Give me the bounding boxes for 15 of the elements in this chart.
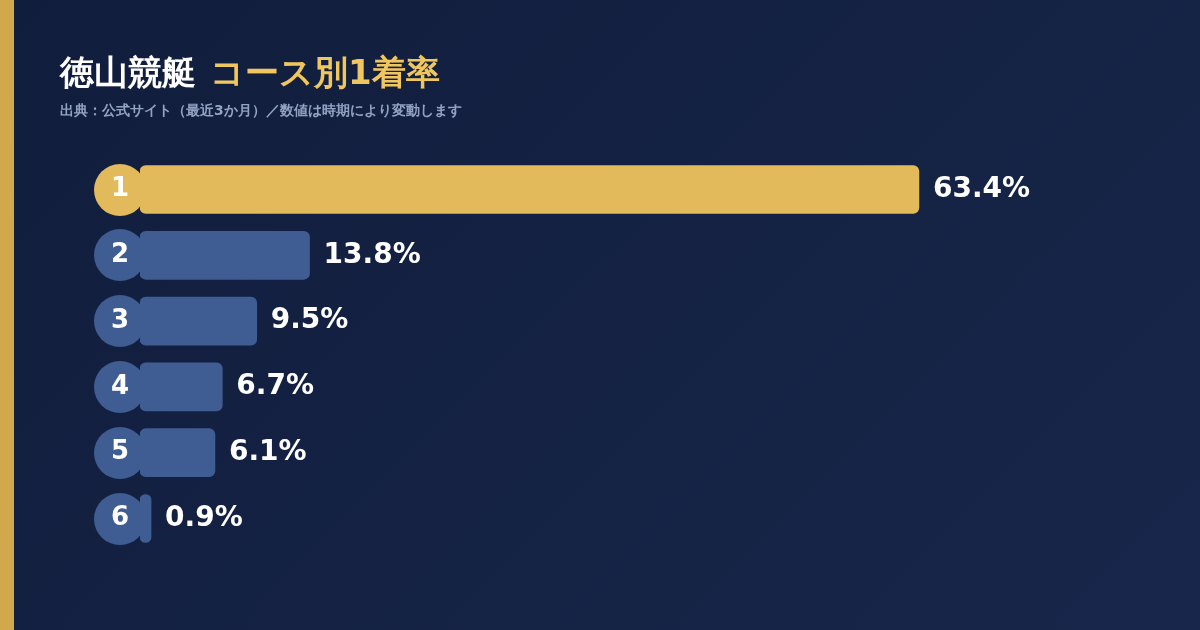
data-label: 0.9% (165, 499, 243, 533)
y-tick-label: 5 (110, 435, 129, 466)
data-label: 9.5% (270, 302, 349, 336)
y-tick-label: 1 (110, 172, 129, 203)
chart-title: 徳山競艇 (60, 52, 196, 92)
data-label: 6.7% (236, 368, 314, 402)
y-tick-label: 3 (110, 303, 129, 334)
y-tick-label: 4 (110, 369, 129, 400)
source-note: 出典：公式サイト（最近3か月）／数値は時期により変動します (60, 102, 462, 120)
data-label: 6.1% (228, 433, 307, 467)
data-label: 13.8% (323, 236, 421, 270)
y-tick-label: 6 (110, 501, 129, 532)
chart-subtitle: コース別1着率 (210, 52, 440, 92)
y-tick-label: 2 (110, 238, 129, 269)
data-label: 63.4% (932, 170, 1031, 204)
